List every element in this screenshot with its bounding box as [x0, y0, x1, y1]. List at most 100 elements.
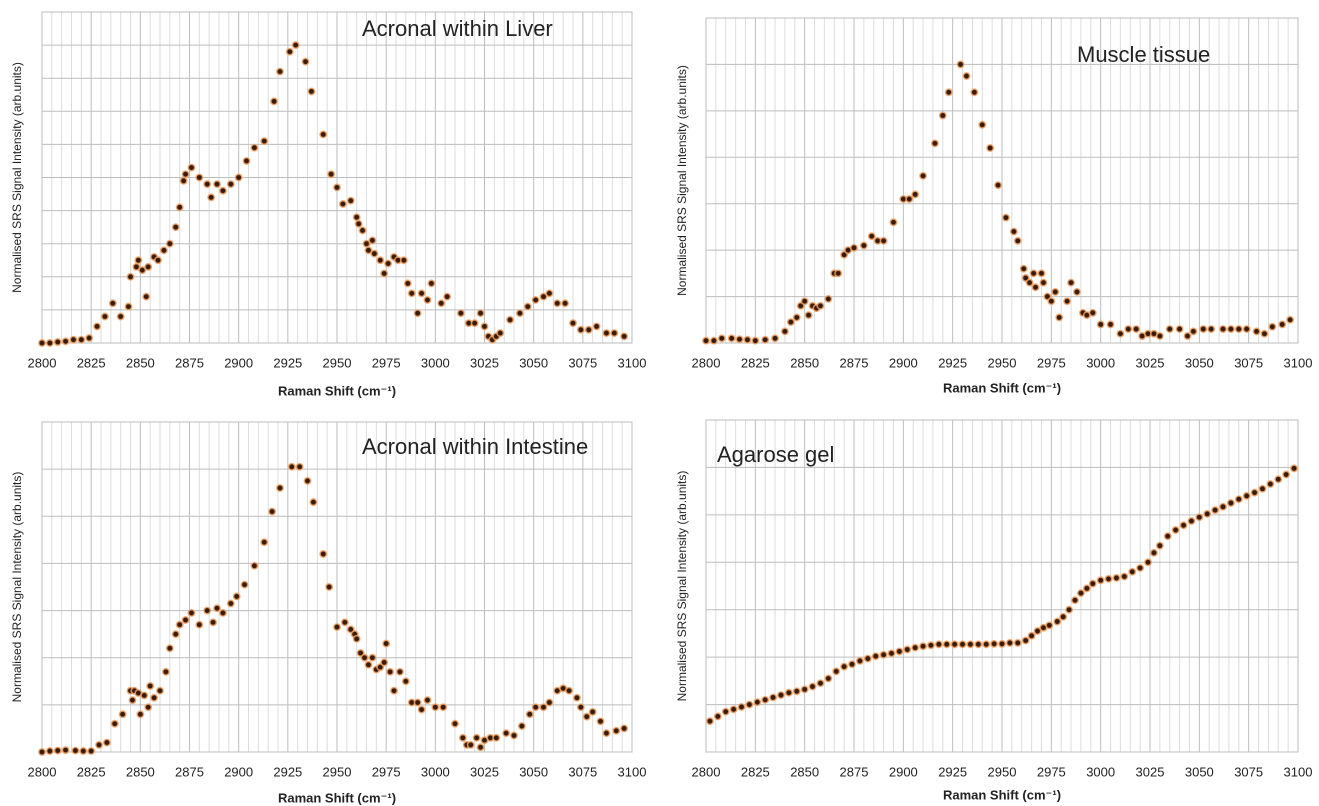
data-point — [291, 41, 300, 50]
data-point — [423, 696, 432, 705]
data-point — [268, 507, 277, 516]
data-point — [213, 604, 222, 613]
data-point — [77, 335, 86, 344]
data-point — [942, 640, 951, 649]
data-point — [142, 292, 151, 301]
data-point — [427, 279, 436, 288]
data-point — [209, 618, 218, 627]
x-tick-label: 2950 — [323, 764, 352, 779]
x-tick-label: 2825 — [741, 764, 770, 779]
data-point — [588, 707, 597, 716]
data-point — [1132, 325, 1141, 334]
data-point — [1163, 532, 1172, 541]
x-tick-label: 2825 — [741, 355, 770, 370]
x-tick-label: 3100 — [618, 764, 647, 779]
data-point — [824, 294, 833, 303]
data-point — [1104, 574, 1113, 583]
data-point — [327, 170, 336, 179]
data-point — [502, 729, 511, 738]
data-point — [584, 325, 593, 334]
data-point — [834, 269, 843, 278]
x-tick-label: 3075 — [568, 764, 597, 779]
data-point — [407, 289, 416, 298]
data-point — [399, 256, 408, 265]
data-point — [124, 302, 133, 311]
data-point — [582, 712, 591, 721]
data-point — [417, 705, 426, 714]
data-point — [437, 299, 446, 308]
data-point — [1013, 236, 1022, 245]
data-point — [515, 309, 524, 318]
data-point — [701, 336, 710, 345]
x-tick-label: 2800 — [28, 355, 57, 370]
data-point — [934, 640, 943, 649]
data-point — [911, 190, 920, 199]
data-point — [816, 679, 825, 688]
data-point — [181, 615, 190, 624]
x-tick-label: 3050 — [1185, 764, 1214, 779]
data-point — [1033, 627, 1042, 636]
panel: 2800 2825 2850 2875 2900 2925 2950 2975 3000 3025… — [10, 421, 647, 805]
data-point — [295, 462, 304, 471]
data-point — [824, 674, 833, 683]
data-point — [195, 173, 204, 182]
data-point — [1039, 278, 1048, 287]
data-point — [307, 87, 316, 96]
data-point — [195, 620, 204, 629]
data-point — [517, 722, 526, 731]
data-point — [602, 729, 611, 738]
data-point — [610, 329, 619, 338]
data-point — [439, 703, 448, 712]
data-point — [808, 682, 817, 691]
data-point — [110, 719, 119, 728]
data-point — [1203, 509, 1212, 518]
data-point — [179, 176, 188, 185]
x-tick-label: 2800 — [692, 764, 721, 779]
data-point — [1031, 283, 1040, 292]
data-point — [218, 608, 227, 617]
data-point — [800, 685, 809, 694]
data-point — [1053, 617, 1062, 626]
data-point — [332, 183, 341, 192]
data-point — [93, 322, 102, 331]
data-point — [539, 703, 548, 712]
data-point — [53, 746, 62, 755]
data-point — [804, 311, 813, 320]
data-point — [1120, 572, 1129, 581]
data-point — [950, 640, 959, 649]
data-point — [413, 698, 422, 707]
panel: 2800 2825 2850 2875 2900 2925 2950 2975 3000 3025… — [675, 419, 1312, 802]
data-point — [1076, 589, 1085, 598]
data-point — [1155, 541, 1164, 550]
x-tick-label: 3050 — [519, 764, 548, 779]
data-point — [37, 747, 46, 756]
data-point — [165, 644, 174, 653]
data-point — [171, 630, 180, 639]
data-point — [118, 710, 127, 719]
data-point — [962, 72, 971, 81]
data-point — [53, 338, 62, 347]
data-point — [161, 667, 170, 676]
data-point — [1088, 308, 1097, 317]
x-tick-label: 2825 — [77, 764, 106, 779]
x-tick-label: 2950 — [988, 764, 1017, 779]
data-point — [745, 700, 754, 709]
data-point — [472, 733, 481, 742]
data-point — [270, 97, 279, 106]
chart-title: Muscle tissue — [1077, 42, 1210, 67]
x-axis-label: Raman Shift (cm⁻¹) — [278, 790, 396, 805]
data-point — [340, 618, 349, 627]
data-point — [737, 702, 746, 711]
data-point — [879, 236, 888, 245]
data-point — [275, 483, 284, 492]
data-point — [401, 677, 410, 686]
data-point — [207, 193, 216, 202]
data-point — [431, 703, 440, 712]
x-tick-label: 3075 — [568, 355, 597, 370]
data-point — [1171, 526, 1180, 535]
data-point — [218, 186, 227, 195]
x-tick-label: 2975 — [1037, 355, 1066, 370]
data-point — [1072, 287, 1081, 296]
data-point — [332, 623, 341, 632]
data-point — [187, 163, 196, 172]
